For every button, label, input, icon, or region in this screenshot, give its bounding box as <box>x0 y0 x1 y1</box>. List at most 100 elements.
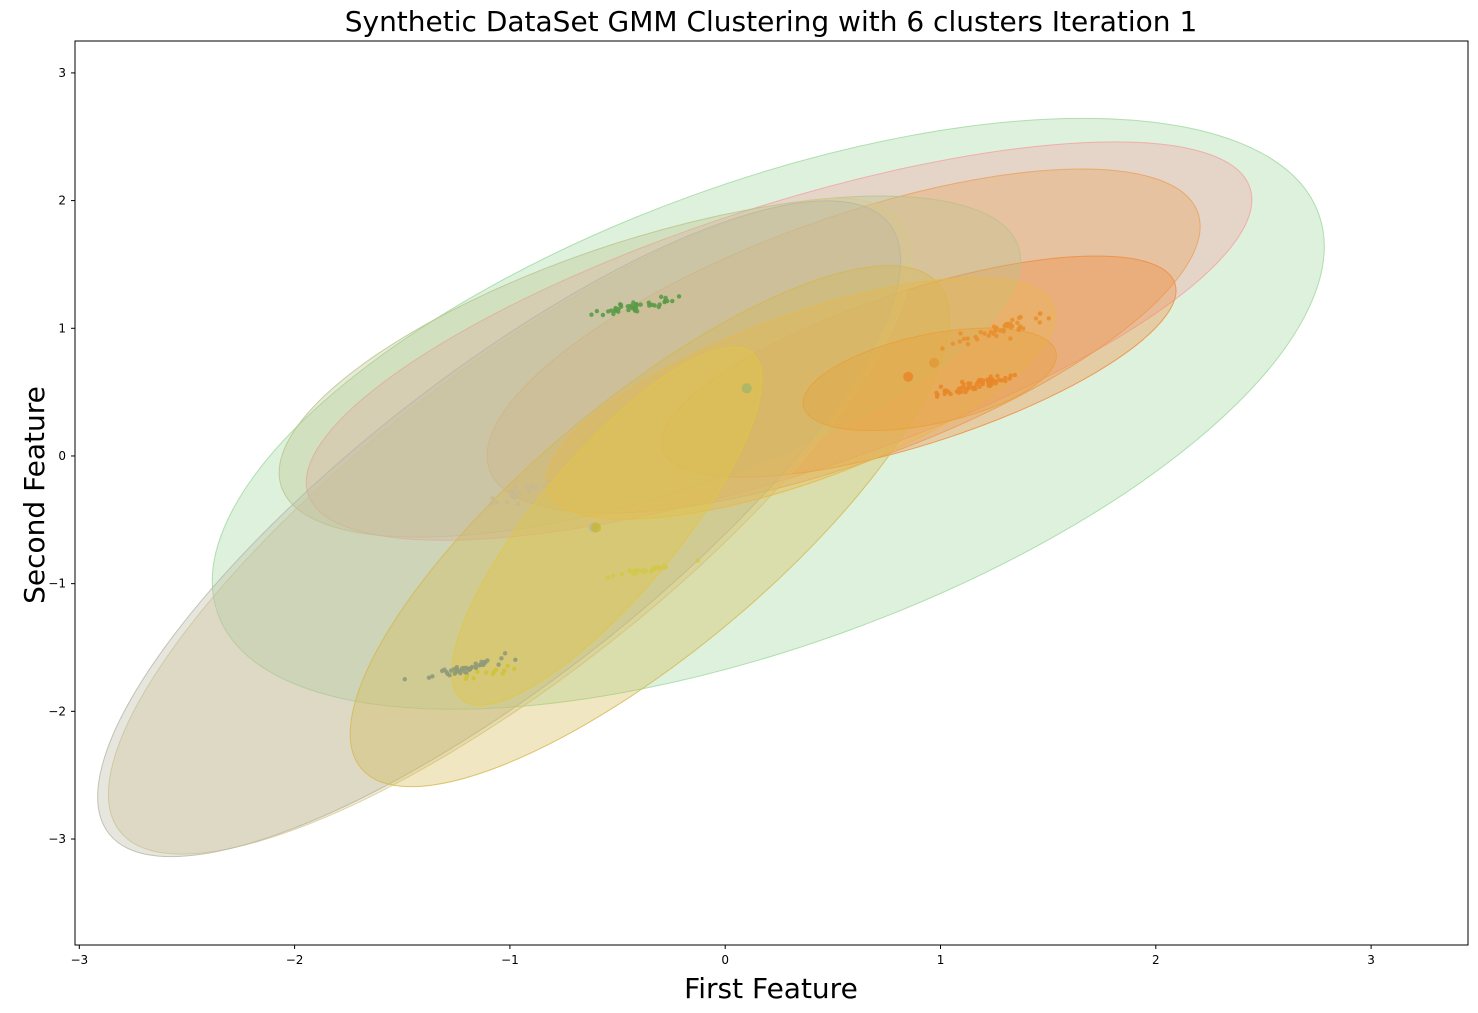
x-tick-label: 1 <box>937 953 945 967</box>
y-tick-label: 0 <box>58 449 66 463</box>
data-point <box>656 304 661 310</box>
point-layer <box>402 294 1052 682</box>
data-point <box>1015 320 1020 326</box>
data-point <box>512 666 517 672</box>
data-point <box>950 341 956 346</box>
data-point <box>1003 375 1008 381</box>
chart-title: Synthetic DataSet GMM Clustering with 6 … <box>345 5 1198 38</box>
data-point <box>626 307 631 313</box>
data-point <box>940 346 945 351</box>
data-point <box>499 656 504 661</box>
data-point <box>613 305 618 311</box>
x-axis: −3 −2 −1 0 1 2 3 <box>70 945 1375 967</box>
data-point <box>965 341 971 347</box>
data-point <box>491 669 497 674</box>
data-point <box>619 572 625 577</box>
data-point <box>445 671 450 677</box>
data-point <box>998 328 1003 333</box>
cluster-centroid-4 <box>591 522 602 533</box>
plot-area <box>97 117 1325 858</box>
data-point <box>508 488 513 494</box>
data-point <box>594 308 600 314</box>
data-point <box>966 385 971 390</box>
data-point <box>996 377 1002 383</box>
data-point <box>616 309 621 314</box>
data-point <box>466 667 472 673</box>
data-point <box>958 331 963 336</box>
data-point <box>634 302 640 308</box>
x-tick-label: −1 <box>501 953 519 967</box>
data-point <box>515 501 521 507</box>
data-point <box>971 386 976 392</box>
data-point <box>629 305 635 311</box>
data-point <box>676 294 682 299</box>
data-point <box>600 312 606 318</box>
data-point <box>627 568 632 574</box>
data-point <box>402 677 407 682</box>
data-point <box>994 325 999 330</box>
data-point <box>589 312 594 317</box>
data-point <box>935 392 940 397</box>
data-point <box>532 486 537 491</box>
data-point <box>651 565 656 570</box>
data-point <box>631 300 636 305</box>
data-point <box>546 478 551 484</box>
data-point <box>994 333 999 339</box>
data-point <box>1010 317 1015 323</box>
data-point <box>986 333 992 338</box>
data-point <box>995 373 1000 379</box>
x-tick-label: −2 <box>286 953 304 967</box>
data-point <box>494 500 499 505</box>
data-point <box>988 329 993 335</box>
data-point <box>977 384 982 390</box>
data-point <box>1018 314 1023 320</box>
cluster-ellipse-4 <box>278 195 1022 538</box>
data-point <box>986 378 991 383</box>
data-point <box>542 483 547 489</box>
x-tick-label: −3 <box>70 953 88 967</box>
data-point <box>942 388 948 393</box>
data-point <box>652 303 657 308</box>
data-point <box>459 666 465 671</box>
cluster-ellipse-0 <box>211 117 1325 710</box>
data-point <box>516 490 522 495</box>
data-point <box>990 379 995 385</box>
data-point <box>617 302 623 307</box>
data-point <box>490 495 495 501</box>
centroid-layer <box>588 357 940 533</box>
data-point <box>1008 325 1014 330</box>
data-point <box>946 389 951 395</box>
data-point <box>502 651 508 656</box>
cluster-ellipse-6 <box>97 200 902 858</box>
data-point <box>475 669 480 675</box>
data-point <box>957 339 963 344</box>
y-axis: −3 −2 −1 0 1 2 3 <box>48 66 75 846</box>
data-point <box>659 294 664 300</box>
data-point <box>1038 311 1043 316</box>
data-point <box>961 336 967 342</box>
data-point <box>513 484 519 489</box>
data-point <box>1033 316 1039 321</box>
data-point <box>462 669 467 674</box>
x-tick-label: 0 <box>721 953 729 967</box>
data-point <box>442 667 447 672</box>
data-point <box>656 565 661 570</box>
cluster-ellipse-8 <box>545 277 1056 520</box>
data-point <box>464 674 470 679</box>
data-point <box>496 662 501 667</box>
plot-frame <box>74 40 1469 946</box>
data-point <box>484 670 489 675</box>
data-point <box>968 381 973 386</box>
data-point <box>502 668 507 673</box>
y-tick-label: −3 <box>48 832 66 846</box>
data-point <box>505 663 511 669</box>
data-point <box>954 389 960 394</box>
x-axis-label: First Feature <box>684 972 858 1005</box>
data-point <box>1008 336 1013 341</box>
data-point <box>634 568 639 573</box>
data-point <box>1021 326 1026 331</box>
data-point <box>670 298 675 304</box>
cluster-centroid-1 <box>903 371 914 382</box>
cluster-ellipse-5 <box>107 197 912 855</box>
